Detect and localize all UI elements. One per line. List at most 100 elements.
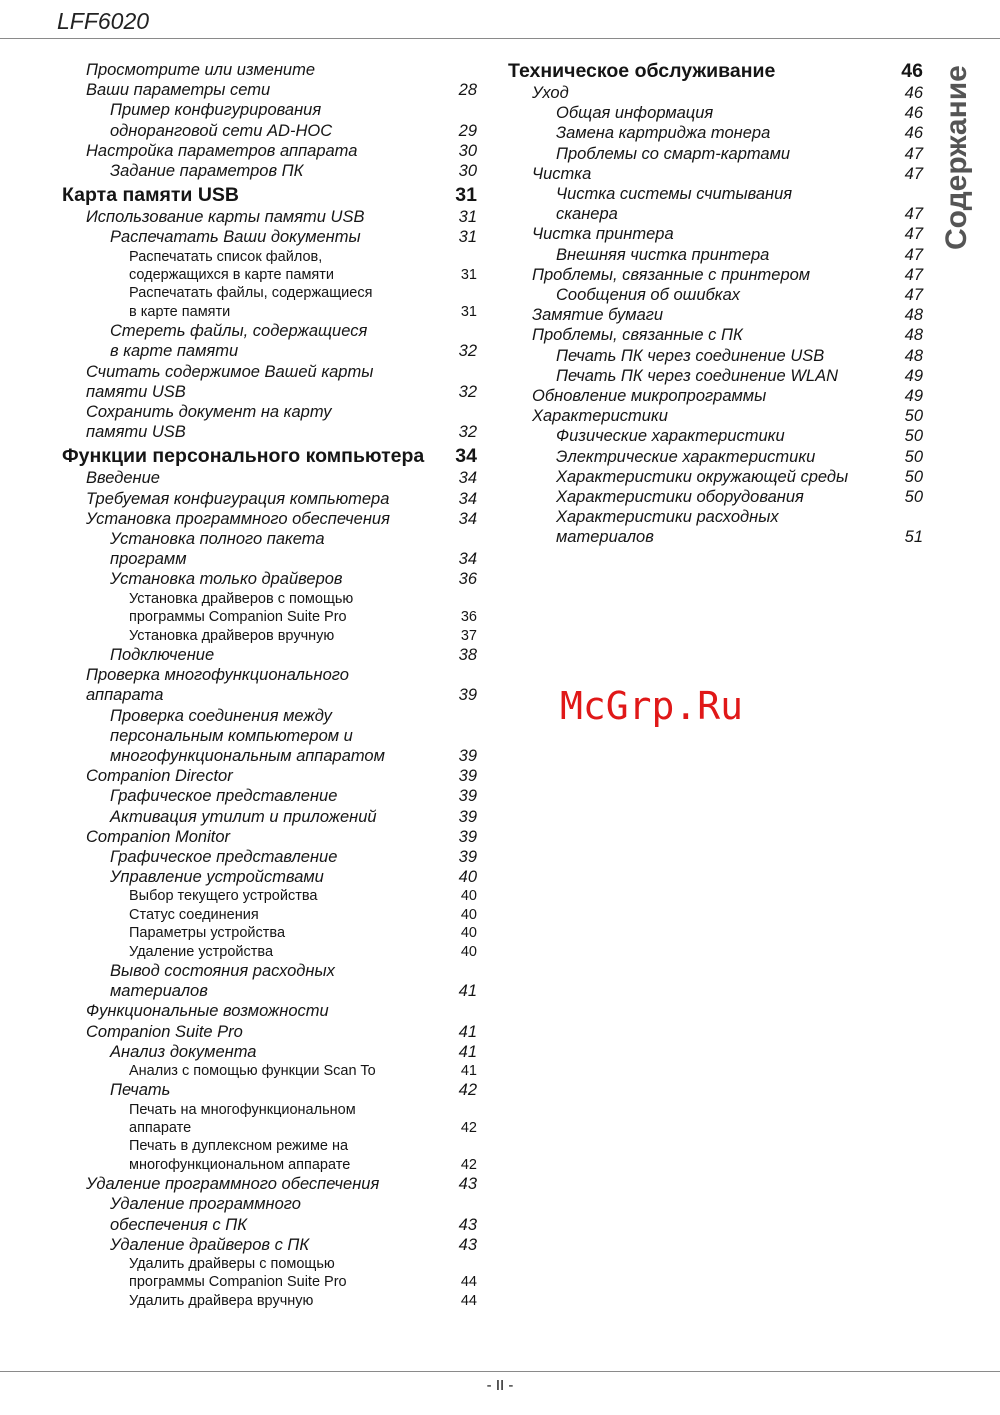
toc-entry[interactable]: Характеристики окружающей среды 50	[508, 467, 923, 487]
toc-entry[interactable]: Чистка принтера 47	[508, 224, 923, 244]
toc-entry[interactable]: Установка полного пакета программ 34	[62, 529, 477, 569]
toc-entry[interactable]: Использование карты памяти USB 31	[62, 207, 477, 227]
toc-entry[interactable]: Графическое представление 39	[62, 847, 477, 867]
toc-entry[interactable]: Удалить драйвера вручную 44	[62, 1292, 477, 1310]
toc-entry[interactable]: Характеристики оборудования 50	[508, 487, 923, 507]
toc-entry[interactable]: Характеристики расходных материалов 51	[508, 507, 923, 547]
toc-entry-title: многофункциональным аппаратом	[110, 746, 385, 765]
toc-entry-title: Установка программного обеспечения	[86, 509, 390, 528]
toc-entry[interactable]: Проблемы, связанные с принтером 47	[508, 265, 923, 285]
toc-entry[interactable]: Обновление микропрограммы 49	[508, 386, 923, 406]
toc-section-heading[interactable]: Техническое обслуживание 46	[508, 60, 923, 83]
toc-entry[interactable]: Настройка параметров аппарата 30	[62, 141, 477, 161]
footer-rule	[0, 1371, 1000, 1372]
toc-entry[interactable]: Выбор текущего устройства 40	[62, 887, 477, 905]
toc-page-number: 39	[458, 767, 477, 786]
toc-entry[interactable]: Проблемы со смарт-картами 47	[508, 144, 923, 164]
toc-page-number: 51	[904, 528, 923, 547]
toc-entry[interactable]: Удаление программного обеспечения с ПК 43	[62, 1194, 477, 1234]
toc-entry[interactable]: Распечатать список файлов, содержащихся в…	[62, 248, 477, 285]
toc-entry[interactable]: Стереть файлы, содержащиеся в карте памят…	[62, 321, 477, 361]
toc-entry-title: Введение	[86, 469, 160, 488]
toc-page-number: 41	[458, 1022, 477, 1041]
toc-entry[interactable]: Внешняя чистка принтера 47	[508, 245, 923, 265]
toc-page-number: 34	[455, 445, 477, 468]
toc-entry[interactable]: Печать в дуплексном режиме на многофункци…	[62, 1137, 477, 1174]
toc-entry[interactable]: Функциональные возможности Companion Suit…	[62, 1001, 477, 1041]
toc-entry[interactable]: Графическое представление 39	[62, 786, 477, 806]
toc-page-number: 34	[458, 469, 477, 488]
toc-entry[interactable]: Анализ с помощью функции Scan To 41	[62, 1062, 477, 1080]
toc-entry-title: Функциональные возможности	[86, 1002, 329, 1021]
toc-entry[interactable]: Задание параметров ПК 30	[62, 161, 477, 181]
toc-entry[interactable]: Установка программного обеспечения 34	[62, 509, 477, 529]
toc-entry[interactable]: Сохранить документ на карту памяти USB 32	[62, 402, 477, 442]
toc-entry[interactable]: Подключение 38	[62, 645, 477, 665]
toc-entry[interactable]: Просмотрите или измените Ваши параметры с…	[62, 60, 477, 100]
toc-page-number: 47	[904, 265, 923, 284]
toc-entry[interactable]: Печать ПК через соединение WLAN 49	[508, 366, 923, 386]
toc-entry[interactable]: Общая информация 46	[508, 103, 923, 123]
toc-section-heading[interactable]: Карта памяти USB 31	[62, 184, 477, 207]
toc-entry[interactable]: Замятие бумаги 48	[508, 305, 923, 325]
toc-entry-title: Функции персонального компьютера	[62, 445, 425, 468]
toc-entry-title: сканера	[556, 205, 618, 224]
toc-entry-title: Удаление программного	[110, 1195, 301, 1214]
toc-entry-title: обеспечения с ПК	[110, 1215, 247, 1234]
toc-entry[interactable]: Распечатать Ваши документы 31	[62, 227, 477, 247]
toc-entry[interactable]: Удаление драйверов с ПК 43	[62, 1235, 477, 1255]
toc-page-number: 39	[458, 827, 477, 846]
toc-entry[interactable]: Параметры устройства 40	[62, 924, 477, 942]
toc-section-heading[interactable]: Функции персонального компьютера 34	[62, 445, 477, 468]
toc-page-number: 40	[460, 888, 477, 905]
toc-entry[interactable]: Companion Monitor 39	[62, 827, 477, 847]
toc-entry[interactable]: Печать 42	[62, 1080, 477, 1100]
toc-entry[interactable]: Анализ документа 41	[62, 1042, 477, 1062]
toc-page-number: 44	[460, 1292, 477, 1309]
toc-entry[interactable]: Характеристики 50	[508, 406, 923, 426]
toc-entry-title: Удалить драйверы с помощью	[129, 1256, 335, 1273]
toc-entry[interactable]: Замена картриджа тонера 46	[508, 123, 923, 143]
toc-entry[interactable]: Активация утилит и приложений 39	[62, 807, 477, 827]
toc-page-number: 48	[904, 346, 923, 365]
toc-entry-title: Удалить драйвера вручную	[129, 1292, 314, 1309]
toc-entry[interactable]: Требуемая конфигурация компьютера 34	[62, 489, 477, 509]
toc-entry-title: Удаление программного обеспечения	[86, 1175, 380, 1194]
toc-page-number: 47	[904, 225, 923, 244]
toc-entry-title: Печать	[110, 1081, 171, 1100]
toc-entry[interactable]: Сообщения об ошибках 47	[508, 285, 923, 305]
toc-entry-title: одноранговой сети AD-HOC	[110, 121, 333, 140]
toc-entry[interactable]: Установка только драйверов 36	[62, 569, 477, 589]
toc-entry[interactable]: Электрические характеристики 50	[508, 447, 923, 467]
toc-entry[interactable]: Проверка соединения между персональным ко…	[62, 706, 477, 767]
toc-entry-title: Чистка принтера	[532, 225, 674, 244]
toc-page-number: 42	[460, 1156, 477, 1173]
toc-page-number: 50	[904, 407, 923, 426]
toc-entry[interactable]: Чистка системы считывания сканера 47	[508, 184, 923, 224]
toc-entry[interactable]: Введение 34	[62, 468, 477, 488]
toc-entry[interactable]: Вывод состояния расходных материалов 41	[62, 961, 477, 1001]
toc-entry[interactable]: Проблемы, связанные с ПК 48	[508, 325, 923, 345]
toc-entry[interactable]: Печать на многофункциональном аппарате 42	[62, 1101, 477, 1138]
toc-entry[interactable]: Пример конфигурирования одноранговой сети…	[62, 100, 477, 140]
toc-entry[interactable]: Удаление программного обеспечения 43	[62, 1174, 477, 1194]
toc-entry[interactable]: Печать ПК через соединение USB 48	[508, 346, 923, 366]
toc-entry[interactable]: Уход 46	[508, 83, 923, 103]
toc-page-number: 40	[460, 906, 477, 923]
toc-entry[interactable]: Считать содержимое Вашей карты памяти USB…	[62, 362, 477, 402]
toc-entry[interactable]: Управление устройствами 40	[62, 867, 477, 887]
toc-entry[interactable]: Установка драйверов с помощью программы C…	[62, 590, 477, 627]
toc-entry[interactable]: Удаление устройства 40	[62, 943, 477, 961]
toc-entry[interactable]: Проверка многофункционального аппарата 39	[62, 665, 477, 705]
toc-entry[interactable]: Установка драйверов вручную 37	[62, 627, 477, 645]
toc-entry-title: Замена картриджа тонера	[556, 124, 771, 143]
toc-entry-title: Вывод состояния расходных	[110, 961, 335, 980]
toc-entry[interactable]: Статус соединения 40	[62, 906, 477, 924]
toc-entry[interactable]: Физические характеристики 50	[508, 426, 923, 446]
toc-entry[interactable]: Чистка 47	[508, 164, 923, 184]
toc-entry[interactable]: Удалить драйверы с помощью программы Comp…	[62, 1255, 477, 1292]
toc-entry[interactable]: Распечатать файлы, содержащиеся в карте п…	[62, 284, 477, 321]
toc-entry[interactable]: Companion Director 39	[62, 766, 477, 786]
toc-entry-title: Проверка соединения между	[110, 706, 332, 725]
toc-entry-title: Анализ с помощью функции Scan To	[129, 1062, 376, 1079]
